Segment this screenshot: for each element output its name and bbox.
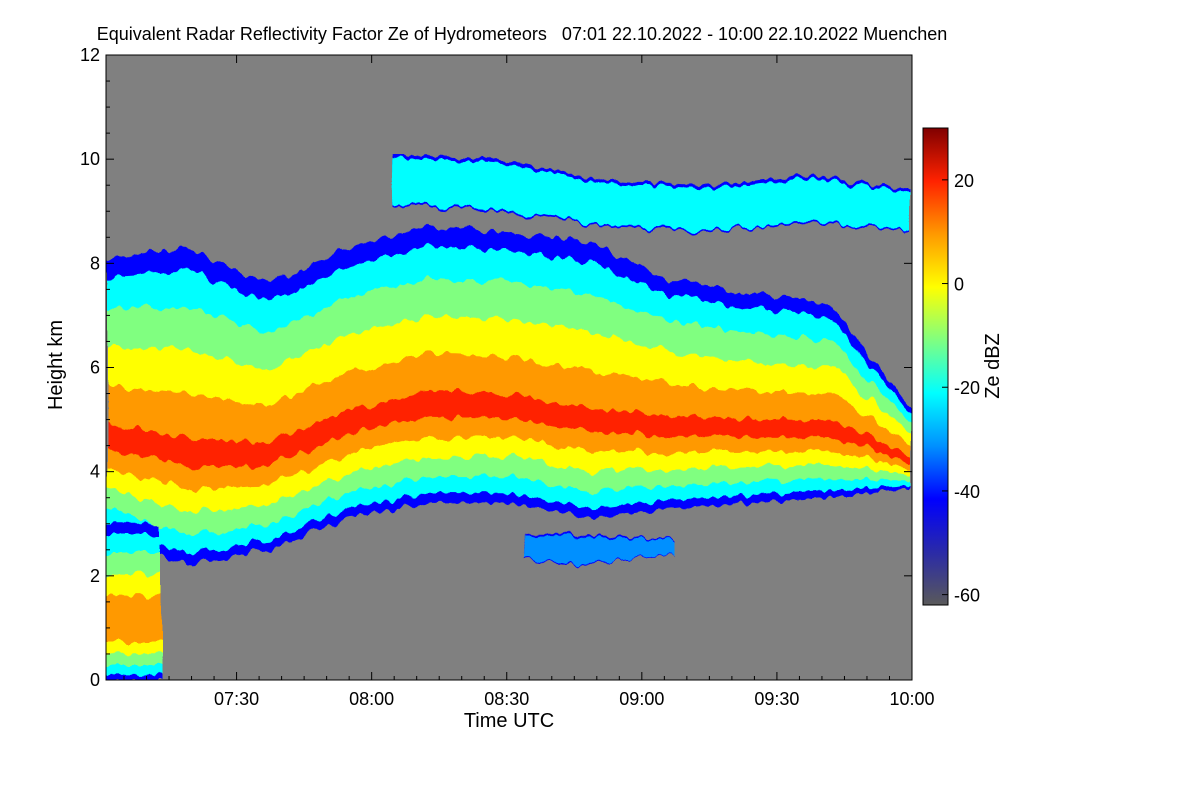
- x-tick-label: 08:00: [349, 689, 394, 709]
- colorbar-label: Ze dBZ: [982, 333, 1004, 399]
- colorbar-tick-label: 20: [954, 171, 974, 191]
- x-axis: 07:30 08:00 08:30 09:00 09:30 10:00: [123, 55, 935, 709]
- y-tick-label: 12: [80, 45, 100, 65]
- x-tick-label: 08:30: [484, 689, 529, 709]
- y-tick-label: 8: [90, 253, 100, 273]
- echo-band: [394, 163, 912, 229]
- x-tick-label: 09:00: [619, 689, 664, 709]
- echo-feature: [524, 534, 674, 566]
- y-tick-label: 6: [90, 358, 100, 378]
- y-tick-label: 10: [80, 149, 100, 169]
- colorbar-tick-label: -20: [954, 378, 980, 398]
- y-tick-label: 4: [90, 462, 100, 482]
- colorbar-ticks: -60 -40 -20 0 20: [942, 171, 980, 606]
- x-tick-label: 09:30: [754, 689, 799, 709]
- echo-band: [106, 595, 160, 643]
- echo-band: [106, 391, 912, 467]
- colorbar-tick-label: 0: [954, 275, 964, 295]
- colorbar: [922, 127, 949, 606]
- echo-band: [524, 536, 674, 565]
- echo-feature: [106, 226, 912, 566]
- x-tick-label: 07:30: [214, 689, 259, 709]
- y-axis: 0 2 4 6 8 10 12: [80, 45, 912, 690]
- y-tick-label: 0: [90, 670, 100, 690]
- y-axis-label: Height km: [45, 320, 67, 410]
- x-tick-label: 10:00: [889, 689, 934, 709]
- echo-band: [106, 353, 912, 490]
- y-tick-label: 2: [90, 566, 100, 586]
- echo-feature: [106, 523, 160, 680]
- echo-layer: [106, 154, 912, 680]
- colorbar-tick-label: -60: [954, 586, 980, 606]
- echo-feature: [394, 154, 912, 233]
- chart-title: Equivalent Radar Reflectivity Factor Ze …: [97, 24, 948, 44]
- x-axis-label: Time UTC: [464, 710, 554, 732]
- colorbar-tick-label: -40: [954, 482, 980, 502]
